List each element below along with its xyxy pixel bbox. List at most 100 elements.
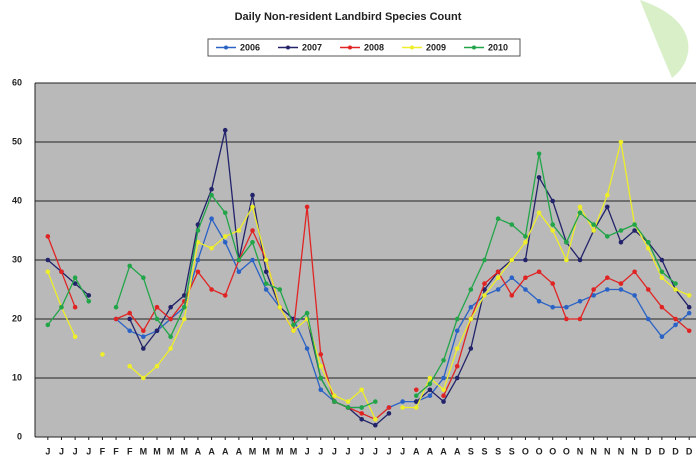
data-point xyxy=(73,334,78,339)
x-tick-label: A xyxy=(222,446,229,456)
data-point xyxy=(155,329,160,334)
data-point xyxy=(209,187,214,192)
data-point xyxy=(619,228,624,233)
x-tick-label: J xyxy=(305,446,310,456)
data-point xyxy=(59,305,64,310)
x-tick-label: O xyxy=(536,446,543,456)
x-tick-label: N xyxy=(618,446,625,456)
legend-marker xyxy=(472,46,476,50)
data-point xyxy=(578,205,583,210)
data-point xyxy=(346,405,351,410)
data-point xyxy=(605,193,610,198)
x-tick-label: D xyxy=(672,446,679,456)
data-point xyxy=(441,358,446,363)
data-point xyxy=(141,275,146,280)
x-tick-label: D xyxy=(686,446,693,456)
data-point xyxy=(373,423,378,428)
data-point xyxy=(482,258,487,263)
data-point xyxy=(223,128,228,133)
x-tick-label: J xyxy=(73,446,78,456)
data-point xyxy=(359,388,364,393)
data-point xyxy=(223,211,228,216)
data-point xyxy=(578,299,583,304)
data-point xyxy=(469,305,474,310)
data-point xyxy=(496,270,501,275)
data-point xyxy=(687,311,692,316)
data-point xyxy=(673,281,678,286)
x-tick-label: A xyxy=(413,446,420,456)
data-point xyxy=(141,334,146,339)
data-point xyxy=(564,305,569,310)
data-point xyxy=(250,228,255,233)
data-point xyxy=(619,140,624,145)
x-tick-label: O xyxy=(549,446,556,456)
data-point xyxy=(469,346,474,351)
data-point xyxy=(318,376,323,381)
data-point xyxy=(632,228,637,233)
data-point xyxy=(305,346,310,351)
data-point xyxy=(591,222,596,227)
data-point xyxy=(73,305,78,310)
x-tick-label: J xyxy=(386,446,391,456)
data-point xyxy=(455,329,460,334)
data-point xyxy=(523,234,528,239)
data-point xyxy=(496,216,501,221)
data-point xyxy=(182,317,187,322)
legend-marker xyxy=(348,46,352,50)
data-point xyxy=(455,317,460,322)
data-point xyxy=(209,216,214,221)
data-point xyxy=(196,258,201,263)
data-point xyxy=(264,287,269,292)
data-point xyxy=(168,317,173,322)
data-point xyxy=(209,287,214,292)
data-point xyxy=(86,299,91,304)
x-tick-label: M xyxy=(290,446,298,456)
data-point xyxy=(537,152,542,157)
data-point xyxy=(155,305,160,310)
x-tick-label: J xyxy=(359,446,364,456)
data-point xyxy=(359,417,364,422)
x-tick-label: N xyxy=(577,446,584,456)
data-point xyxy=(250,258,255,263)
data-point xyxy=(550,228,555,233)
data-point xyxy=(673,323,678,328)
data-point xyxy=(168,305,173,310)
data-point xyxy=(223,240,228,245)
data-point xyxy=(250,205,255,210)
x-tick-label: M xyxy=(167,446,175,456)
x-tick-label: S xyxy=(468,446,474,456)
data-point xyxy=(332,399,337,404)
data-point xyxy=(619,281,624,286)
data-point xyxy=(441,399,446,404)
x-tick-label: N xyxy=(631,446,638,456)
chart-title: Daily Non-resident Landbird Species Coun… xyxy=(235,11,462,23)
data-point xyxy=(237,228,242,233)
data-point xyxy=(687,293,692,298)
data-point xyxy=(141,376,146,381)
data-point xyxy=(537,211,542,216)
data-point xyxy=(646,240,651,245)
x-tick-label: S xyxy=(495,446,501,456)
data-point xyxy=(469,287,474,292)
data-point xyxy=(305,205,310,210)
data-point xyxy=(168,346,173,351)
data-point xyxy=(46,234,51,239)
data-point xyxy=(414,388,419,393)
data-point xyxy=(441,376,446,381)
x-tick-label: J xyxy=(86,446,91,456)
legend-label: 2006 xyxy=(240,42,260,52)
data-point xyxy=(346,399,351,404)
data-point xyxy=(660,270,665,275)
x-tick-label: J xyxy=(318,446,323,456)
data-point xyxy=(619,240,624,245)
data-point xyxy=(673,287,678,292)
data-point xyxy=(550,281,555,286)
data-point xyxy=(509,258,514,263)
x-tick-label: M xyxy=(153,446,161,456)
x-tick-label: S xyxy=(509,446,515,456)
x-tick-label: F xyxy=(100,446,106,456)
data-point xyxy=(564,258,569,263)
data-point xyxy=(509,293,514,298)
data-point xyxy=(496,275,501,280)
chart: Daily Non-resident Landbird Species Coun… xyxy=(0,0,696,462)
